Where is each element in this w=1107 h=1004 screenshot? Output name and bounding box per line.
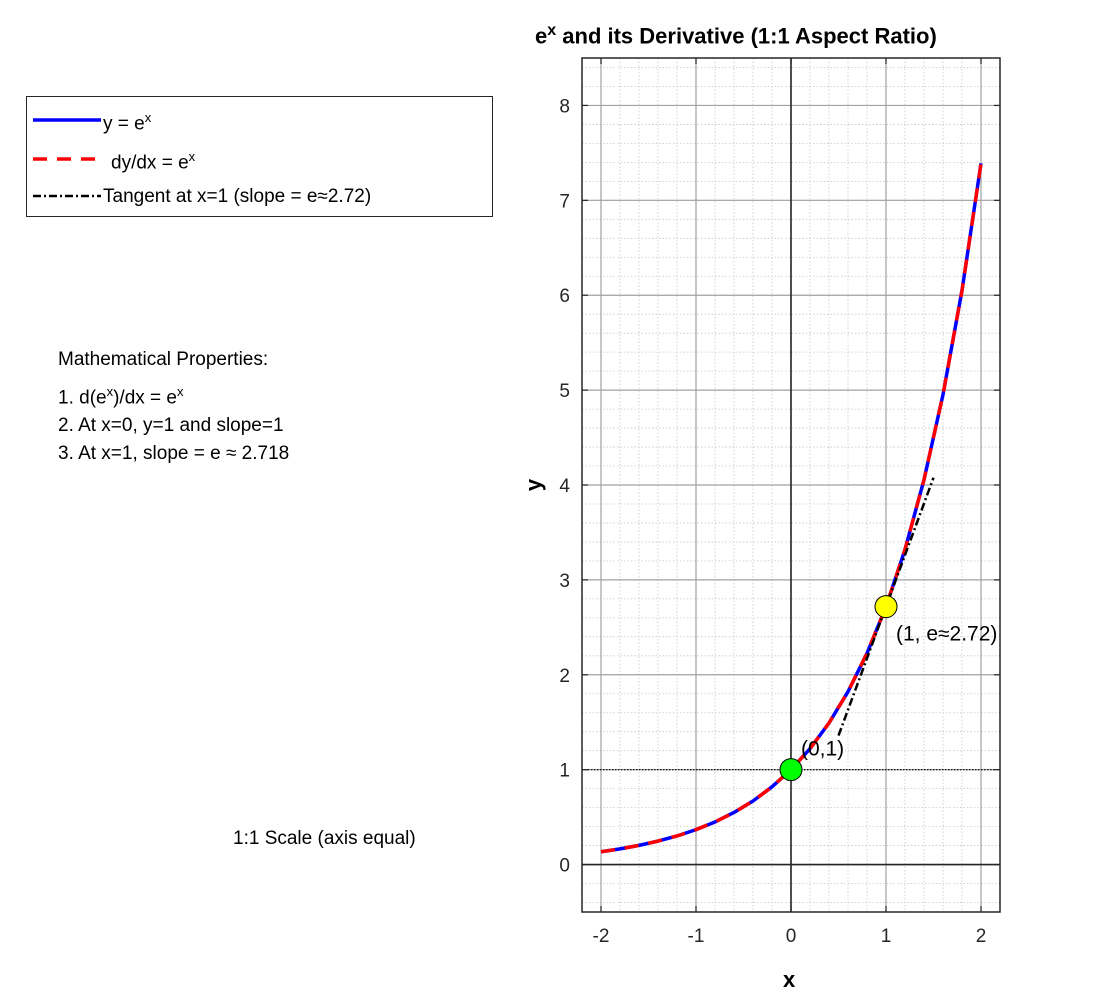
points-layer [779,595,898,782]
legend: y = ex dy/dx = ex Tangent at x=1 (slope … [26,96,493,217]
marker-point-1 [874,595,898,619]
x-tick-label: 0 [786,926,797,947]
series-line-2 [837,477,935,737]
property-2: 2. At x=0, y=1 and slope=1 [58,415,284,437]
x-tick-label: 1 [881,926,892,947]
tick-marks [582,58,1000,912]
properties-title: Mathematical Properties: [58,349,269,370]
legend-item-tangent: Tangent at x=1 (slope = e≈2.72) [27,181,492,211]
point-labels: (0,1) (1, e≈2.72) [801,623,997,761]
y-axis-label: y [521,478,547,492]
y-tick-label: 7 [559,191,570,212]
legend-swatch-solid-blue [33,118,101,122]
tick-labels: -2 -1 0 1 2 0 1 2 3 4 5 6 7 8 [559,96,986,947]
legend-swatch-dashed-red [33,157,101,161]
legend-label-exp: y = ex [103,110,152,135]
point-label-1: (1, e≈2.72) [896,623,997,646]
scale-note: 1:1 Scale (axis equal) [233,828,416,849]
legend-item-derivative: dy/dx = ex [27,144,492,174]
series-line-1 [600,163,983,854]
x-tick-label: -2 [593,926,610,947]
marker-point-0 [779,758,803,782]
y-tick-label: 0 [559,856,570,877]
legend-label-tangent: Tangent at x=1 (slope = e≈2.72) [103,186,372,207]
y-tick-label: 8 [559,96,570,117]
y-tick-label: 6 [559,286,570,307]
y-tick-label: 3 [559,571,570,592]
y-tick-label: 5 [559,381,570,402]
point-label-0: (0,1) [801,738,844,761]
chart-title: ex and its Derivative (1:1 Aspect Ratio) [535,22,937,49]
legend-label-derivative: dy/dx = ex [111,149,196,174]
x-tick-label: 2 [976,926,987,947]
legend-swatch-dashdot-black [33,194,101,198]
mathematical-properties: Mathematical Properties: 1. d(ex)/dx = e… [58,346,289,468]
y-tick-label: 1 [559,761,570,782]
x-axis-label: x [783,967,796,992]
property-1: 1. d(ex)/dx = ex [58,384,184,409]
y-tick-label: 2 [559,666,570,687]
y-tick-label: 4 [559,476,570,497]
x-tick-label: -1 [688,926,705,947]
legend-item-exp: y = ex [27,105,492,135]
property-3: 3. At x=1, slope = e ≈ 2.718 [58,443,290,465]
